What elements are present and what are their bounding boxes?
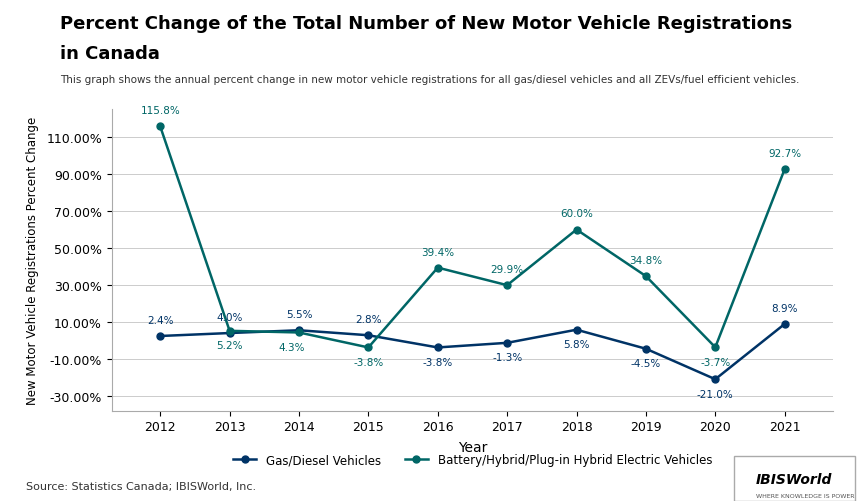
Line: Battery/Hybrid/Plug-in Hybrid Electric Vehicles: Battery/Hybrid/Plug-in Hybrid Electric V… <box>156 124 789 351</box>
Text: 4.3%: 4.3% <box>279 342 305 352</box>
Text: 92.7%: 92.7% <box>768 149 801 159</box>
Battery/Hybrid/Plug-in Hybrid Electric Vehicles <box>571 227 582 233</box>
Battery/Hybrid/Plug-in Hybrid Electric Vehicles <box>710 345 721 351</box>
Text: 60.0%: 60.0% <box>560 209 593 219</box>
Gas/Diesel Vehicles <box>710 376 721 382</box>
Text: 5.8%: 5.8% <box>564 340 590 350</box>
Battery/Hybrid/Plug-in Hybrid Electric Vehicles <box>294 330 304 336</box>
Text: 115.8%: 115.8% <box>140 106 180 116</box>
Text: 8.9%: 8.9% <box>771 303 798 313</box>
Text: 4.0%: 4.0% <box>216 312 243 322</box>
Y-axis label: New Motor Vehicle Registrations Percent Change: New Motor Vehicle Registrations Percent … <box>27 117 40 404</box>
Text: -3.8%: -3.8% <box>423 357 453 367</box>
Line: Gas/Diesel Vehicles: Gas/Diesel Vehicles <box>156 321 789 383</box>
Text: 2.8%: 2.8% <box>355 315 381 325</box>
Gas/Diesel Vehicles <box>433 345 443 351</box>
Text: IBISWorld: IBISWorld <box>756 472 832 486</box>
Legend: Gas/Diesel Vehicles, Battery/Hybrid/Plug-in Hybrid Electric Vehicles: Gas/Diesel Vehicles, Battery/Hybrid/Plug… <box>228 449 717 471</box>
Text: -4.5%: -4.5% <box>631 359 661 368</box>
Gas/Diesel Vehicles <box>294 328 304 334</box>
Text: -3.8%: -3.8% <box>353 357 383 367</box>
Text: 2.4%: 2.4% <box>147 315 174 325</box>
Text: This graph shows the annual percent change in new motor vehicle registrations fo: This graph shows the annual percent chan… <box>60 75 800 85</box>
Gas/Diesel Vehicles <box>363 333 374 339</box>
Gas/Diesel Vehicles <box>779 321 789 327</box>
Gas/Diesel Vehicles <box>155 333 166 339</box>
Text: Percent Change of the Total Number of New Motor Vehicle Registrations: Percent Change of the Total Number of Ne… <box>60 15 792 33</box>
Text: 5.5%: 5.5% <box>286 310 313 320</box>
Gas/Diesel Vehicles <box>641 346 651 352</box>
Gas/Diesel Vehicles <box>224 330 235 336</box>
Battery/Hybrid/Plug-in Hybrid Electric Vehicles <box>641 274 651 280</box>
Text: -21.0%: -21.0% <box>697 389 734 399</box>
Text: -3.7%: -3.7% <box>700 357 730 367</box>
Text: 34.8%: 34.8% <box>630 256 662 266</box>
Text: 39.4%: 39.4% <box>421 247 454 257</box>
Text: 29.9%: 29.9% <box>490 265 524 275</box>
Text: WHERE KNOWLEDGE IS POWER: WHERE KNOWLEDGE IS POWER <box>756 493 855 498</box>
Text: Source: Statistics Canada; IBISWorld, Inc.: Source: Statistics Canada; IBISWorld, In… <box>26 481 256 491</box>
Battery/Hybrid/Plug-in Hybrid Electric Vehicles <box>155 124 166 130</box>
X-axis label: Year: Year <box>458 440 487 454</box>
Gas/Diesel Vehicles <box>502 340 512 346</box>
Battery/Hybrid/Plug-in Hybrid Electric Vehicles <box>433 265 443 271</box>
Battery/Hybrid/Plug-in Hybrid Electric Vehicles <box>502 283 512 289</box>
Battery/Hybrid/Plug-in Hybrid Electric Vehicles <box>224 328 235 334</box>
Text: 5.2%: 5.2% <box>216 341 243 351</box>
Battery/Hybrid/Plug-in Hybrid Electric Vehicles <box>779 167 789 173</box>
Battery/Hybrid/Plug-in Hybrid Electric Vehicles <box>363 345 374 351</box>
Text: -1.3%: -1.3% <box>492 353 522 363</box>
Text: in Canada: in Canada <box>60 45 160 63</box>
Gas/Diesel Vehicles <box>571 327 582 333</box>
